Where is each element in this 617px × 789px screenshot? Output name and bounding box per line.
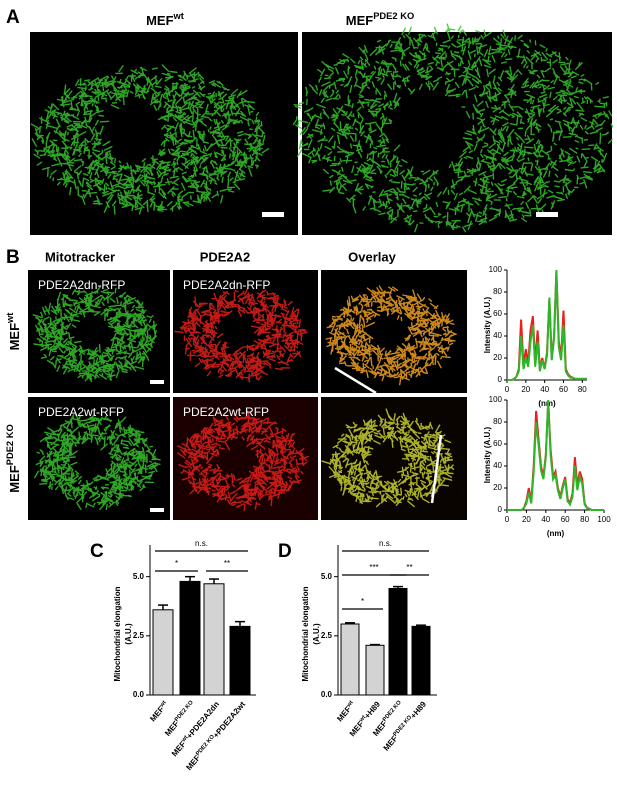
y-tick-label: 80: [493, 417, 502, 426]
y-axis-label: Intensity (A.U.): [483, 426, 492, 483]
bar: [203, 583, 225, 696]
micrograph: [28, 270, 170, 393]
bar: [365, 644, 385, 696]
image-label: PDE2A2wt-RFP: [183, 405, 269, 419]
mitochondria-texture: [32, 285, 157, 383]
y-axis-label: Mitochondrial elongation (A.U.): [113, 586, 133, 681]
y-axis-label-line: Mitochondrial elongation: [113, 586, 122, 681]
significance-label: n.s.: [379, 539, 392, 548]
x-tick-label: 80: [578, 385, 587, 394]
x-tick-label: 0: [505, 515, 510, 524]
y-tick-label: 0: [498, 505, 503, 514]
image-label: PDE2A2dn-RFP: [183, 278, 270, 292]
bar: [411, 625, 431, 696]
scale-bar: [150, 380, 164, 384]
y-tick-label: 5.0: [321, 572, 333, 581]
x-tick-label: 20: [522, 515, 531, 524]
y-tick-label: 60: [493, 439, 502, 448]
bar: [388, 588, 408, 696]
profile-line: [430, 434, 443, 504]
row-title-part: wt: [5, 313, 15, 324]
x-tick-label: 60: [561, 515, 570, 524]
y-tick-label: 2.5: [321, 631, 333, 640]
y-tick-label: 0.0: [321, 690, 333, 699]
y-tick-label: 80: [493, 287, 502, 296]
image-title: MEFwt: [146, 11, 184, 28]
bar: [152, 609, 174, 696]
y-tick-label: 60: [493, 309, 502, 318]
image-title-part: MEF: [146, 13, 174, 28]
mitochondria-texture: [325, 285, 457, 386]
x-tick-label: 40: [541, 515, 550, 524]
panel-label: D: [278, 541, 292, 562]
y-tick-label: 0.0: [133, 690, 145, 699]
x-tick-label: 0: [505, 385, 510, 394]
y-tick-label: 5.0: [133, 572, 145, 581]
profile-line: [334, 366, 377, 395]
column-title: Overlay: [348, 249, 396, 264]
mitochondria-texture: [34, 412, 161, 511]
image-title-part: PDE2 KO: [373, 11, 414, 21]
y-tick-label: 2.5: [133, 631, 145, 640]
y-tick-label: 40: [493, 461, 502, 470]
y-axis-label: Intensity (A.U.): [483, 296, 492, 353]
line-series: [507, 399, 604, 511]
image-title-part: MEF: [346, 13, 374, 28]
significance-label: *: [361, 597, 364, 606]
x-tick-label-part: wt: [358, 714, 367, 724]
image-label: PDE2A2dn-RFP: [38, 278, 125, 292]
row-title-part: MEF: [7, 323, 22, 351]
y-axis-label-line: (A.U.): [312, 623, 321, 645]
x-tick-label-part: wt: [180, 734, 189, 744]
column-title: PDE2A2: [200, 249, 251, 264]
row-title-part: MEF: [7, 465, 22, 493]
y-axis-label-line: (A.U.): [124, 623, 133, 645]
y-tick-label: 100: [489, 395, 503, 404]
bar: [229, 625, 251, 696]
x-tick-label: 80: [580, 515, 589, 524]
bar: [340, 623, 360, 696]
mitochondria-texture: [321, 408, 455, 508]
scale-bar: [150, 508, 164, 512]
y-tick-label: 20: [493, 353, 502, 362]
scale-bar: [536, 212, 558, 217]
mitochondria-texture: [30, 64, 270, 215]
y-tick-label: 20: [493, 483, 502, 492]
column-title: Mitotracker: [45, 249, 115, 264]
y-tick-label: 40: [493, 331, 502, 340]
panel-label: A: [6, 7, 20, 28]
significance-label: **: [224, 559, 230, 568]
y-axis-label-line: Mitochondrial elongation: [301, 586, 310, 681]
x-tick-label: 20: [521, 385, 530, 394]
image-title: MEFPDE2 KO: [346, 11, 414, 28]
mitochondria-texture: [292, 23, 614, 233]
significance-label: n.s.: [195, 539, 208, 548]
x-tick-label: 60: [559, 385, 568, 394]
significance-label: *: [175, 559, 178, 568]
row-title: MEFPDE2 KO: [5, 424, 22, 492]
image-label: PDE2A2wt-RFP: [38, 405, 124, 419]
x-tick-label: 40: [540, 385, 549, 394]
y-tick-label: 0: [498, 375, 503, 384]
line-series: [507, 269, 587, 381]
y-tick-label: 100: [489, 265, 503, 274]
image-title-part: wt: [173, 11, 184, 21]
y-axis-label: Mitochondrial elongation (A.U.): [301, 586, 321, 681]
significance-label: ***: [369, 563, 378, 572]
micrograph: [30, 32, 298, 235]
bar: [179, 580, 201, 696]
panel-label: B: [6, 247, 20, 268]
mitochondria-texture: [176, 410, 309, 511]
x-tick-label: 100: [597, 515, 611, 524]
row-title-part: PDE2 KO: [5, 424, 15, 465]
mitochondria-texture: [174, 287, 308, 383]
row-title: MEFwt: [5, 313, 22, 351]
panel-label: C: [90, 541, 104, 562]
x-axis-label: (nm): [547, 529, 565, 538]
scale-bar: [262, 212, 284, 217]
significance-label: **: [406, 563, 412, 572]
x-tick-label-part: wt: [158, 699, 167, 709]
x-tick-label-part: wt: [345, 699, 354, 709]
